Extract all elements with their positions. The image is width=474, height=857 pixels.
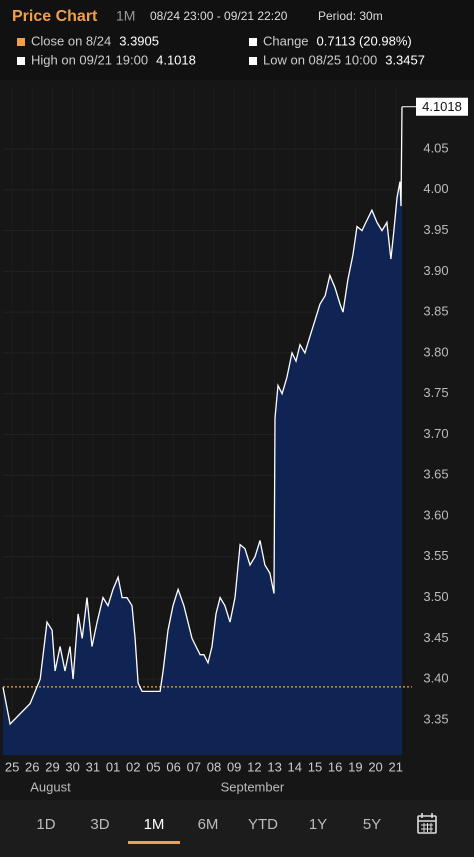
range-tab[interactable]: 6M [198,816,219,833]
x-tick-label: 13 [267,759,281,774]
y-tick-label: 3.80 [423,344,448,359]
date-range: 08/24 23:00 - 09/21 22:20 [150,9,288,23]
range-tab[interactable]: YTD [248,816,278,833]
chart-title: Price Chart [12,8,98,25]
legend-value: 4.1018 [156,52,196,67]
active-tab-underline [128,841,180,844]
x-tick-label: 29 [45,759,59,774]
legend-label: High on 09/21 19:00 [31,52,148,67]
legend-label: Close on 8/24 [31,33,111,48]
price-line [2,106,403,726]
x-tick-label: 01 [106,759,120,774]
y-tick-label: 3.85 [423,304,448,319]
x-tick-label: 16 [328,759,342,774]
x-tick-label: 09 [227,759,241,774]
tab-bar [0,800,474,857]
range-tab[interactable]: 5Y [363,816,381,833]
range-tab[interactable]: 1Y [309,816,327,833]
legend-swatch [17,38,25,46]
x-tick-label: 20 [368,759,382,774]
y-tick-label: 3.55 [423,548,448,563]
y-tick-label: 3.40 [423,671,448,686]
x-tick-label: 21 [389,759,403,774]
calendar-icon[interactable] [417,813,437,834]
legend-swatch [17,57,25,65]
y-tick-label: 3.75 [423,385,448,400]
y-tick-label: 3.65 [423,467,448,482]
month-label: August [30,779,71,794]
x-tick-label: 19 [348,759,362,774]
range: 1M [116,8,135,24]
legend-swatch [249,38,257,46]
y-tick-label: 3.35 [423,711,448,726]
y-tick-label: 3.95 [423,222,448,237]
range-tab[interactable]: 1D [36,816,55,833]
legend-value: 0.7113 (20.98%) [317,33,412,48]
legend-label: Change [263,33,309,48]
x-tick-label: 02 [126,759,140,774]
legend-value: 3.3457 [385,52,425,67]
range-tab[interactable]: 1M [144,816,165,833]
x-tick-label: 06 [166,759,180,774]
x-tick-label: 31 [86,759,100,774]
y-tick-label: 3.90 [423,263,448,278]
legend-value: 3.3905 [119,33,159,48]
month-label: September [221,779,285,794]
y-tick-label: 3.60 [423,507,448,522]
calendar-body [417,815,437,834]
x-tick-label: 25 [5,759,19,774]
period: Period: 30m [318,9,383,23]
x-tick-label: 12 [247,759,261,774]
y-tick-label: 3.45 [423,630,448,645]
range-tab[interactable]: 3D [90,816,109,833]
x-tick-label: 07 [187,759,201,774]
x-tick-label: 14 [288,759,302,774]
x-tick-label: 26 [25,759,39,774]
x-tick-label: 30 [65,759,79,774]
x-tick-label: 05 [146,759,160,774]
legend-swatch [249,57,257,65]
x-tick-label: 08 [207,759,221,774]
y-tick-label: 4.00 [423,181,448,196]
y-tick-label: 3.70 [423,426,448,441]
last-price-box [416,97,468,116]
legend-label: Low on 08/25 10:00 [263,52,377,67]
price-area [3,106,402,755]
calendar-grid [421,823,433,832]
last-price-label: 4.1018 [422,99,462,114]
x-tick-label: 15 [308,759,322,774]
y-tick-label: 4.05 [423,140,448,155]
y-tick-label: 3.50 [423,589,448,604]
